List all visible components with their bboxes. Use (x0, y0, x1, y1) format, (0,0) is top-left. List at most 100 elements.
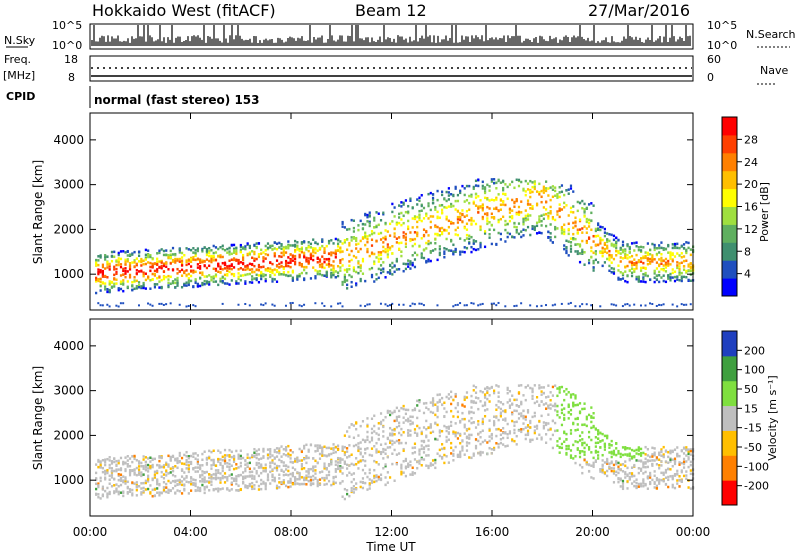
velocity-cell (653, 453, 656, 457)
velocity-cell (472, 452, 475, 455)
velocity-cell (364, 459, 367, 463)
power-cell (635, 253, 638, 257)
velocity-cell (346, 489, 349, 492)
power-cell (649, 278, 652, 281)
velocity-cell (355, 457, 358, 460)
power-cell (101, 281, 105, 284)
velocity-cell (465, 449, 469, 452)
velocity-cell (298, 477, 301, 481)
velocity-cell (223, 459, 227, 463)
velocity-cell (131, 492, 134, 495)
power-cell (271, 280, 274, 283)
power-cell (393, 206, 396, 209)
velocity-cell (384, 463, 387, 466)
velocity-cell (560, 403, 564, 407)
power-cell (312, 250, 315, 254)
power-cell (633, 270, 636, 273)
power-cell (305, 271, 308, 275)
power-cell (459, 218, 462, 222)
power-cell (178, 247, 181, 251)
velocity-cell (235, 467, 238, 470)
velocity-cell (639, 469, 643, 472)
power-cell (655, 267, 659, 270)
velocity-cell (144, 479, 147, 483)
power-cell (309, 277, 313, 280)
power-cell (237, 268, 240, 271)
velocity-cell (384, 452, 387, 455)
power-cell (551, 185, 554, 188)
velocity-cell (248, 482, 251, 486)
velocity-cell (619, 478, 622, 482)
power-cell (289, 253, 292, 256)
power-cell (644, 274, 647, 277)
power-cell (603, 250, 607, 254)
velocity-cell (255, 480, 258, 484)
velocity-cell (266, 453, 270, 457)
power-cell (445, 215, 448, 219)
power-cell (526, 199, 530, 202)
velocity-cell (572, 401, 575, 405)
power-cell (359, 264, 362, 267)
power-cell (540, 219, 543, 223)
power-cell (427, 217, 430, 220)
power-cell (180, 251, 184, 255)
power-cell (502, 179, 505, 183)
velocity-cell (499, 438, 502, 441)
power-cell (429, 226, 432, 229)
power-cell (637, 277, 640, 281)
beam-title: Beam 12 (355, 1, 427, 20)
power-cell (621, 272, 625, 275)
velocity-cell (343, 497, 346, 501)
power-cell (413, 242, 417, 246)
power-cell (526, 225, 530, 229)
power-cell (386, 243, 389, 246)
velocity-cell (228, 489, 231, 492)
power-cell (443, 228, 446, 232)
velocity-cell (465, 444, 469, 447)
power-cell (212, 280, 215, 283)
velocity-cell (499, 429, 502, 432)
power-cell (402, 214, 405, 218)
velocity-cell (122, 475, 125, 478)
velocity-cell (334, 463, 337, 466)
power-cell (341, 257, 344, 261)
velocity-cell (486, 408, 489, 411)
power-cell (135, 262, 138, 266)
power-cell (660, 276, 663, 279)
power-cell (678, 254, 681, 257)
power-cell (402, 262, 405, 266)
power-cell (199, 271, 202, 275)
velocity-cell (246, 465, 249, 468)
power-cell (119, 257, 123, 261)
velocity-cell (194, 484, 197, 488)
power-cell (237, 303, 240, 306)
power-cell (142, 273, 145, 276)
power-cell (350, 280, 353, 284)
power-cell (452, 243, 455, 247)
velocity-cell (651, 478, 654, 482)
velocity-cell (99, 463, 102, 467)
velocity-cell (592, 425, 595, 429)
velocity-cell (316, 449, 319, 452)
velocity-cell (459, 454, 462, 458)
power-cell (630, 271, 634, 275)
power-cell (266, 269, 270, 272)
velocity-cell (547, 422, 550, 425)
velocity-cell (124, 482, 127, 485)
power-cell (427, 234, 430, 237)
power-cell (420, 219, 423, 223)
velocity-cell (486, 389, 489, 393)
velocity-cell (427, 439, 430, 442)
velocity-cell (574, 394, 577, 397)
velocity-cell (409, 463, 412, 467)
power-cell (440, 208, 444, 212)
velocity-cell (167, 464, 170, 468)
power-cell (156, 262, 159, 266)
velocity-cell (576, 440, 579, 444)
velocity-cell (395, 406, 398, 410)
power-cell (219, 267, 222, 271)
velocity-cell (291, 451, 294, 454)
power-cell (463, 215, 466, 218)
power-cell (407, 262, 410, 266)
power-cell (576, 228, 579, 231)
